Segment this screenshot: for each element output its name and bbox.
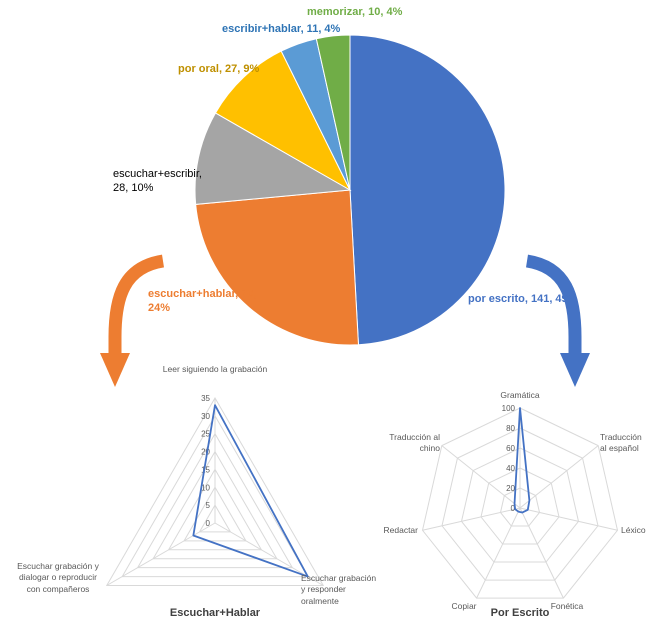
pie-label-por-oral: por oral, 27, 9% [178, 63, 260, 75]
radar-right-axis-traduccion-chino: Traducción al chino [389, 432, 440, 454]
radar-right-axis-traduccion-espanol: Traducción al español [600, 432, 642, 454]
radar-tick-label: 20 [506, 484, 515, 493]
radar-right-title: Por Escrito [490, 607, 550, 619]
radar-gridline [183, 486, 247, 542]
pie-slice [195, 189, 360, 346]
radar-tick-label: 0 [206, 519, 211, 528]
pie-slice [214, 50, 352, 192]
radar-spoke [519, 445, 599, 509]
radar-gridline [198, 504, 232, 533]
radar-spoke [441, 445, 521, 509]
radar-gridline [121, 414, 309, 578]
radar-right-axis-fonetica: Fonética [550, 601, 584, 611]
radar-spoke [106, 522, 216, 586]
pie-slice [194, 112, 352, 205]
pie-label-escribir-hablar: escribir+hablar, 11, 4% [222, 23, 341, 35]
radar-spoke [476, 507, 521, 599]
radar-tick-label: 0 [511, 504, 516, 513]
radar-gridline [105, 396, 325, 586]
radar-gridline [441, 427, 599, 581]
radar-right-axis-copiar: Copiar [451, 601, 477, 611]
radar-tick-label: 5 [206, 501, 211, 510]
radar-gridline [152, 450, 278, 560]
radar-right-axis-lexico: Léxico [621, 525, 646, 535]
radar-gridline [136, 432, 294, 569]
radar-tick-label: 100 [502, 404, 516, 413]
arrowhead-right-icon [560, 353, 590, 387]
radar-gridline [167, 468, 263, 551]
pie-slice [315, 34, 351, 191]
pie-label-por-escrito: por escrito, 141, 49% [468, 293, 578, 305]
radar-right-axis-redactar: Redactar [383, 525, 419, 535]
radar-data-series [192, 404, 309, 578]
radar-gridline [499, 487, 541, 527]
radar-spoke [519, 507, 564, 599]
radar-tick-label: 25 [201, 430, 210, 439]
radar-left-axis-dialogar-companeros: Escuchar grabación y dialogar o reproduc… [17, 561, 99, 594]
radar-gridline [480, 467, 560, 545]
radar-tick-label: 60 [506, 444, 515, 453]
radar-right-axis-gramatica: Gramática [500, 390, 540, 400]
arrowhead-left-icon [100, 353, 130, 387]
radar-tick-label: 10 [201, 483, 210, 492]
radar-tick-label: 40 [506, 464, 515, 473]
radar-gridline [421, 407, 619, 599]
curved-down-arrow-right [525, 254, 582, 355]
radar-left-axis-responder-oralmente: Escuchar grabación y responder oralmente [301, 573, 377, 606]
radar-tick-label: 20 [201, 448, 210, 457]
curved-down-arrow-left [108, 254, 165, 355]
radar-spoke [519, 507, 618, 531]
radar-tick-label: 15 [201, 465, 210, 474]
pie-label-escuchar-escribir: escuchar+escribir, 28, 10% [113, 168, 202, 195]
pie-label-memorizar: memorizar, 10, 4% [307, 6, 403, 18]
radar-left-title: Escuchar+Hablar [169, 607, 261, 619]
radar-spoke [422, 507, 521, 531]
radar-tick-label: 30 [201, 412, 210, 421]
radar-tick-label: 80 [506, 424, 515, 433]
radar-tick-label: 35 [201, 394, 210, 403]
radar-gridline [460, 447, 580, 563]
radar-left-axis-leer-siguiendo: Leer siguiendo la grabación [162, 364, 268, 374]
pie-label-escuchar-hablar: escuchar+hablar, 70, 24% [148, 288, 257, 315]
pie-slice [349, 34, 506, 346]
radar-data-series [513, 407, 531, 514]
